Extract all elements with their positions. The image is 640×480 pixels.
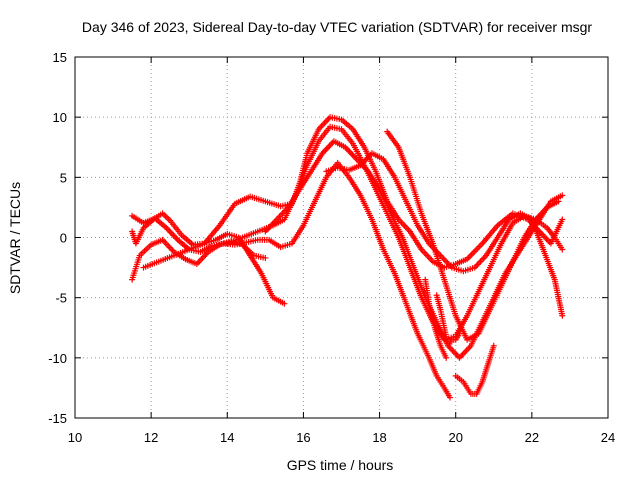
chart-title: Day 346 of 2023, Sidereal Day-to-day VTE… <box>82 19 592 35</box>
data-point <box>559 246 566 253</box>
data-point <box>559 216 566 223</box>
x-tick-label: 10 <box>68 430 82 445</box>
grid <box>75 57 608 418</box>
data-point <box>443 354 450 361</box>
y-tick-label: 15 <box>53 50 67 65</box>
data-series <box>129 114 566 401</box>
x-axis-label: GPS time / hours <box>287 457 394 473</box>
x-tick-label: 14 <box>220 430 234 445</box>
data-point <box>559 192 566 199</box>
y-tick-label: 0 <box>60 231 67 246</box>
data-point <box>559 312 566 319</box>
y-tick-label: -5 <box>55 291 67 306</box>
axis-ticks: 10 12 14 16 18 20 22 24 -15 -10 -5 0 5 10 15 <box>48 50 615 445</box>
series-sat-g <box>323 150 566 319</box>
series-sat-j <box>433 292 463 349</box>
x-tick-label: 16 <box>296 430 310 445</box>
y-tick-label: -15 <box>48 411 67 426</box>
x-tick-label: 18 <box>372 430 386 445</box>
data-point <box>262 254 269 261</box>
y-tick-label: -10 <box>48 351 67 366</box>
data-point <box>447 394 454 401</box>
plot-frame <box>74 56 609 419</box>
x-tick-label: 22 <box>525 430 539 445</box>
x-tick-label: 24 <box>601 430 615 445</box>
series-sat-k <box>452 342 497 397</box>
series-sat-e <box>224 123 566 343</box>
data-point <box>281 300 288 307</box>
y-axis-label: SDTVAR / TECUs <box>7 182 23 294</box>
x-tick-label: 12 <box>144 430 158 445</box>
data-point <box>456 330 463 337</box>
series-sat-h <box>384 128 562 343</box>
y-tick-label: 5 <box>60 170 67 185</box>
x-tick-label: 20 <box>448 430 462 445</box>
y-tick-label: 10 <box>53 110 67 125</box>
data-point <box>490 342 497 349</box>
series-sat-i <box>422 276 450 361</box>
data-point <box>555 198 562 205</box>
